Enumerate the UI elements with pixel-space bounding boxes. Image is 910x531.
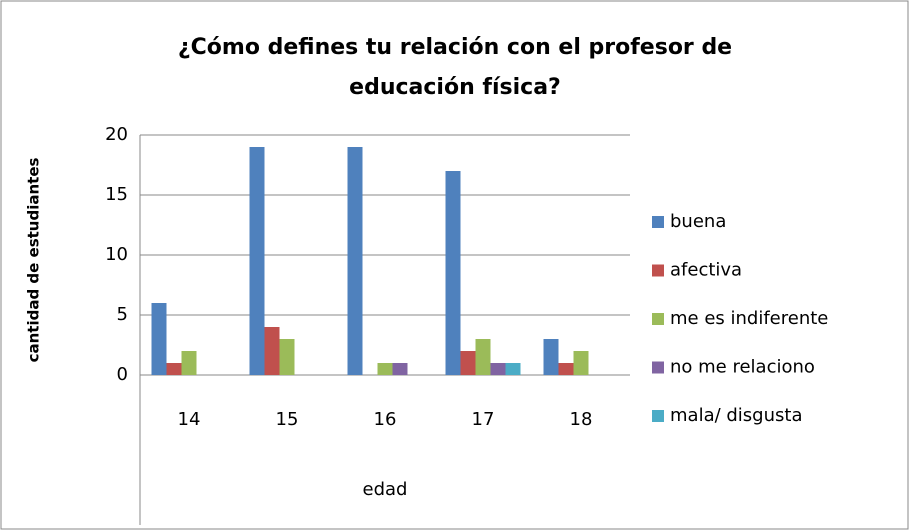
chart-title: ¿Cómo defines tu relación con el profeso… xyxy=(178,35,732,60)
legend-label: mala/ disgusta xyxy=(670,405,803,426)
bar xyxy=(460,351,476,375)
x-tick-label: 14 xyxy=(178,409,201,430)
bar xyxy=(279,339,295,375)
y-axis-label: cantidad de estudiantes xyxy=(25,157,43,362)
bar xyxy=(151,303,167,375)
bar xyxy=(445,171,461,375)
bar xyxy=(166,363,182,375)
bar xyxy=(249,147,265,375)
bar xyxy=(377,363,393,375)
legend-swatch xyxy=(652,264,664,277)
legend-swatch xyxy=(652,216,664,228)
bar xyxy=(505,363,521,375)
bar xyxy=(181,351,197,375)
bar xyxy=(264,327,280,375)
chart-title: educación física? xyxy=(349,75,561,100)
x-tick-label: 18 xyxy=(570,409,593,430)
bar xyxy=(573,351,589,375)
y-tick-label: 10 xyxy=(105,244,128,265)
x-axis-label: edad xyxy=(363,479,408,500)
y-tick-label: 0 xyxy=(117,364,128,385)
legend-label: me es indiferente xyxy=(670,308,828,329)
bar xyxy=(543,339,559,375)
bar xyxy=(392,363,408,375)
y-tick-label: 5 xyxy=(117,304,128,325)
legend-swatch xyxy=(652,410,664,422)
x-tick-label: 15 xyxy=(276,409,299,430)
bar xyxy=(475,339,491,375)
bar xyxy=(558,363,574,375)
legend-label: no me relaciono xyxy=(670,357,815,378)
legend-swatch xyxy=(652,313,664,325)
bar xyxy=(347,147,363,375)
bar xyxy=(490,363,506,375)
legend-label: buena xyxy=(670,211,726,232)
y-tick-label: 20 xyxy=(105,124,128,145)
y-tick-label: 15 xyxy=(105,184,128,205)
legend-swatch xyxy=(652,361,664,374)
x-tick-label: 16 xyxy=(374,409,397,430)
legend-label: afectiva xyxy=(670,260,742,281)
x-tick-label: 17 xyxy=(472,409,495,430)
